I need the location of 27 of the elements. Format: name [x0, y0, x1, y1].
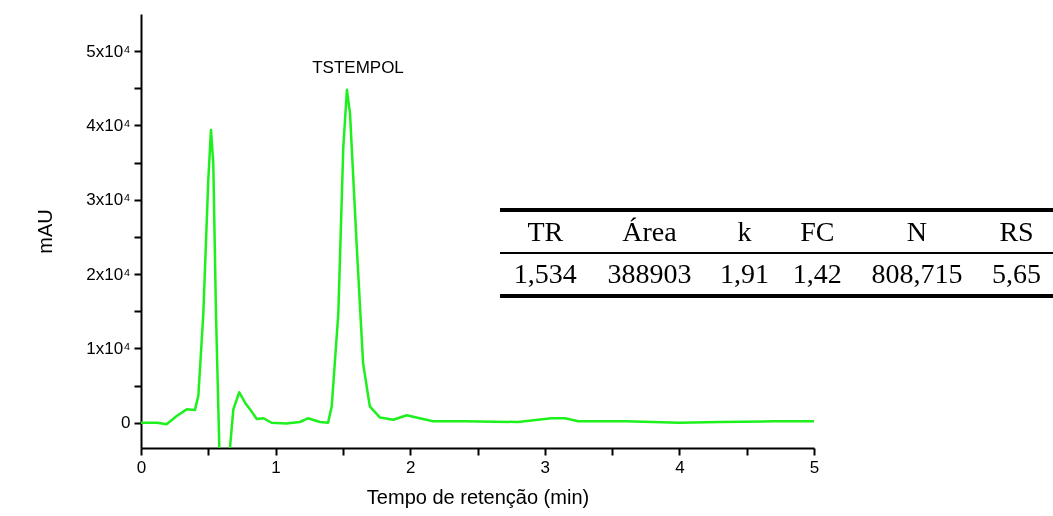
- y-tick-label: 0: [121, 413, 131, 433]
- annotation: TSTEMPOL: [312, 58, 404, 77]
- category-label: FC: [780, 210, 854, 253]
- y-tick-label: 5x10⁴: [86, 41, 131, 61]
- y-tick-label: 3x10⁴: [86, 190, 131, 210]
- annotation: 1,91: [719, 257, 771, 291]
- x-tick-label: 2: [405, 457, 416, 477]
- x-tick-label: 1: [271, 457, 281, 477]
- category-label: N: [853, 210, 981, 253]
- category-label: RS: [980, 210, 1053, 253]
- x-tick-label: 0: [136, 457, 147, 477]
- y-tick-label: 4x10⁴: [86, 115, 131, 135]
- annotation: 388903: [606, 257, 693, 291]
- x-axis-title: Tempo de retenção (min): [366, 485, 590, 508]
- category-label: k: [708, 210, 781, 253]
- x-tick-label: 5: [809, 457, 820, 477]
- x-tick-label: 3: [540, 457, 551, 477]
- y-axis-title: mAU: [34, 209, 57, 254]
- category-label: TR: [500, 210, 591, 253]
- x-tick-label: 4: [675, 457, 685, 477]
- annotation: 1,42: [791, 257, 843, 291]
- text: 808,715: [870, 257, 964, 291]
- text: 5,65: [991, 257, 1043, 291]
- category-label: Área: [590, 210, 709, 253]
- y-tick-label: 1x10⁴: [86, 338, 131, 358]
- y-tick-label: 2x10⁴: [86, 264, 131, 284]
- annotation: 1,534: [512, 257, 578, 291]
